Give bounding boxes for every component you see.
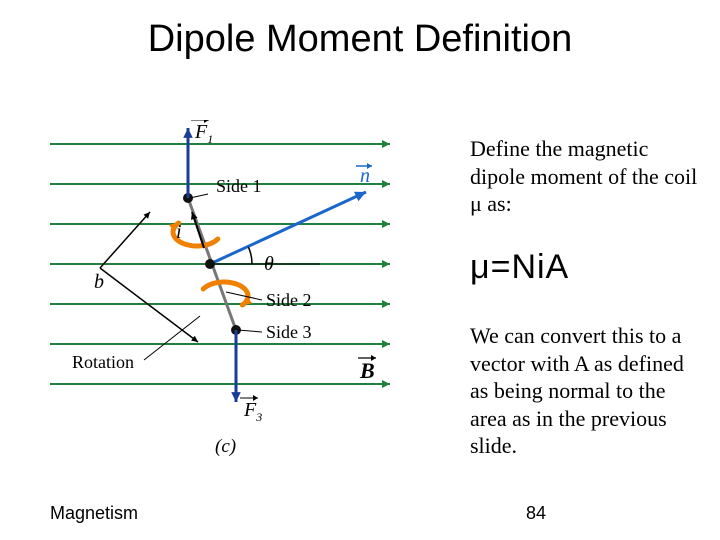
svg-text:n: n [360, 165, 370, 187]
slide-number: 84 [526, 503, 546, 524]
diagram-container: n θ i F1 F3 Side 1 Side 2 Side 3 b Rotation B (c) [40, 120, 400, 460]
svg-text:θ: θ [264, 253, 274, 275]
right-column: Define the magnetic dipole moment of the… [470, 135, 700, 460]
svg-text:b: b [94, 271, 104, 293]
svg-text:F3: F3 [243, 399, 262, 424]
definition-text: Define the magnetic dipole moment of the… [470, 135, 700, 218]
svg-text:i: i [176, 221, 182, 243]
svg-text:Side 2: Side 2 [266, 290, 312, 310]
physics-diagram-svg: n θ i F1 F3 Side 1 Side 2 Side 3 b Rotation B [40, 120, 400, 440]
slide-title: Dipole Moment Definition [0, 18, 720, 61]
vector-text: We can convert this to a vector with A a… [470, 322, 700, 460]
footer-label: Magnetism [50, 503, 138, 524]
svg-text:B: B [359, 358, 375, 383]
caption-c: (c) [215, 436, 236, 458]
svg-text:Side 1: Side 1 [216, 176, 262, 196]
svg-text:Rotation: Rotation [72, 352, 134, 372]
svg-text:F1: F1 [194, 121, 213, 146]
formula: μ=NiA [470, 246, 700, 289]
svg-text:Side 3: Side 3 [266, 322, 312, 342]
